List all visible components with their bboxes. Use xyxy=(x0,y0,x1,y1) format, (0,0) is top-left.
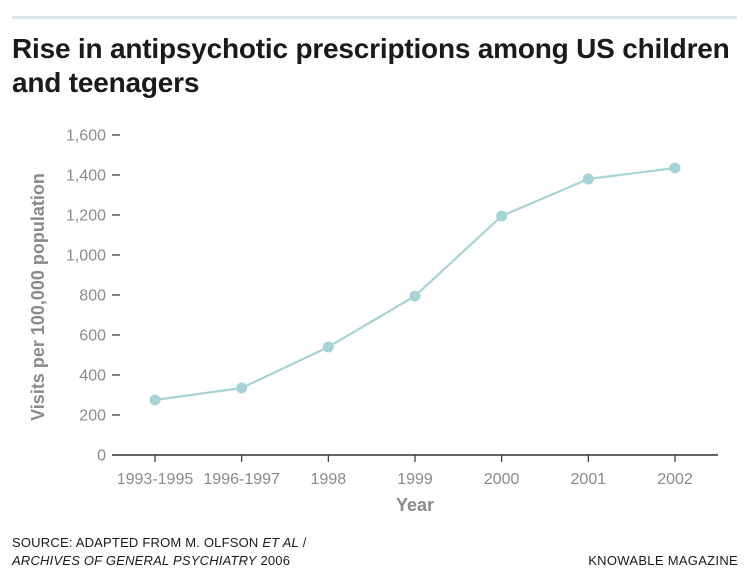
data-point xyxy=(669,162,681,174)
data-point xyxy=(236,382,248,394)
x-tick-label: 2001 xyxy=(571,471,607,488)
y-tick-label: 1,600 xyxy=(66,128,106,145)
top-rule xyxy=(12,16,737,19)
x-tick-label: 1999 xyxy=(397,471,433,488)
x-tick-label: 2002 xyxy=(657,471,693,488)
source-note: SOURCE: ADAPTED FROM M. OLFSON ET AL / A… xyxy=(12,534,307,570)
x-axis: 1993-1995 1996-1997 1998 1999 2000 2001 2002 xyxy=(112,454,718,488)
y-tick-label: 600 xyxy=(79,328,106,345)
y-axis-title: Visits per 100,000 population xyxy=(28,173,48,421)
y-tick-label: 800 xyxy=(79,288,106,305)
series xyxy=(149,162,681,406)
source-line-2: ARCHIVES OF GENERAL PSYCHIATRY 2006 xyxy=(12,552,307,570)
publisher-credit: KNOWABLE MAGAZINE xyxy=(588,553,738,568)
y-tick-label: 400 xyxy=(79,368,106,385)
data-point xyxy=(322,341,334,353)
y-tick-label: 1,000 xyxy=(66,248,106,265)
data-point xyxy=(582,173,594,185)
source-journal: ARCHIVES OF GENERAL PSYCHIATRY xyxy=(12,553,257,568)
chart-title: Rise in antipsychotic prescriptions amon… xyxy=(12,33,730,98)
x-tick-label: 1998 xyxy=(311,471,347,488)
source-prefix: SOURCE: ADAPTED FROM M. OLFSON xyxy=(12,535,263,550)
x-tick-label: 1996-1997 xyxy=(203,471,280,488)
source-separator: / xyxy=(299,535,307,550)
x-tick-label: 2000 xyxy=(484,471,520,488)
x-tick-label: 1993-1995 xyxy=(117,471,194,488)
source-year: 2006 xyxy=(256,553,291,568)
y-axis: 0 200 400 600 800 1,000 1,200 1,400 1,600 xyxy=(66,128,120,465)
y-tick-label: 200 xyxy=(79,408,106,425)
data-point xyxy=(496,210,508,222)
series-line xyxy=(154,166,676,402)
x-axis-title: Year xyxy=(396,495,434,515)
y-tick-label: 1,400 xyxy=(66,168,106,185)
y-tick-label: 1,200 xyxy=(66,208,106,225)
source-authors: ET AL xyxy=(262,535,299,550)
y-tick-label: 0 xyxy=(97,448,106,465)
source-line-1: SOURCE: ADAPTED FROM M. OLFSON ET AL / xyxy=(12,534,307,552)
data-point xyxy=(409,290,421,302)
data-point xyxy=(149,394,161,406)
